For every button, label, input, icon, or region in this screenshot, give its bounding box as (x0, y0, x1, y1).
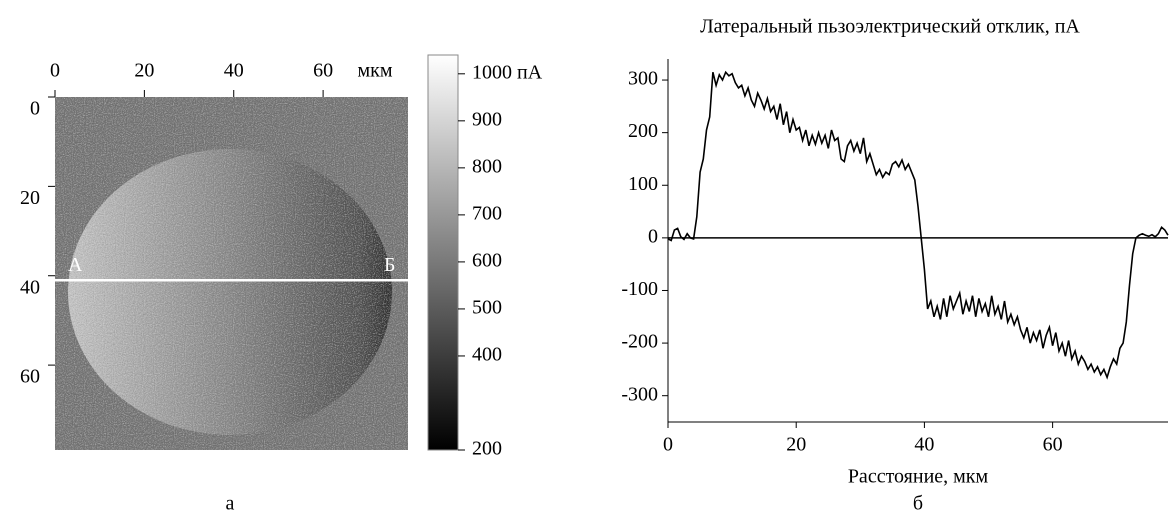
colorbar-tick-label: 400 (472, 344, 502, 366)
colorbar-tick-label: 900 (472, 108, 502, 130)
colorbar-tick-label: 1000 пА (472, 61, 543, 83)
profile-start-label: А (68, 254, 83, 276)
colorbar-tick-label: 500 (472, 297, 502, 319)
y-tick-label: 20 (20, 187, 40, 209)
pfm-image (55, 97, 408, 450)
x-tick-label: 40 (914, 434, 934, 456)
profile-end-label: Б (384, 254, 395, 276)
y-tick-label: 0 (648, 225, 658, 247)
x-tick-label: 20 (134, 60, 154, 82)
x-tick-label: 40 (224, 60, 244, 82)
profile-curve (667, 70, 1169, 380)
x-unit: мкм (357, 60, 392, 82)
y-tick-label: -300 (621, 383, 658, 405)
y-tick-label: 40 (20, 276, 40, 298)
colorbar-tick-label: 800 (472, 155, 502, 177)
panel-label: б (913, 493, 923, 515)
y-tick-label: 200 (628, 120, 658, 142)
y-tick-label: -200 (621, 331, 658, 353)
chart-title: Латеральный пьзоэлектрический отклик, пА (700, 16, 1080, 38)
x-tick-label: 0 (663, 434, 673, 456)
x-tick-label: 20 (786, 434, 806, 456)
colorbar-tick-label: 600 (472, 249, 502, 271)
x-tick-label: 60 (313, 60, 333, 82)
panel-label: а (226, 493, 235, 515)
colorbar-tick-label: 700 (472, 202, 502, 224)
x-tick-label: 60 (1043, 434, 1063, 456)
y-tick-label: 0 (30, 98, 40, 120)
colorbar (427, 54, 459, 451)
x-axis-label: Расстояние, мкм (848, 466, 989, 488)
y-tick-label: 300 (628, 68, 658, 90)
y-tick-label: 60 (20, 366, 40, 388)
x-tick-label: 0 (50, 60, 60, 82)
y-tick-label: -100 (621, 278, 658, 300)
colorbar-tick-label: 200 (472, 438, 502, 460)
y-tick-label: 100 (628, 173, 658, 195)
